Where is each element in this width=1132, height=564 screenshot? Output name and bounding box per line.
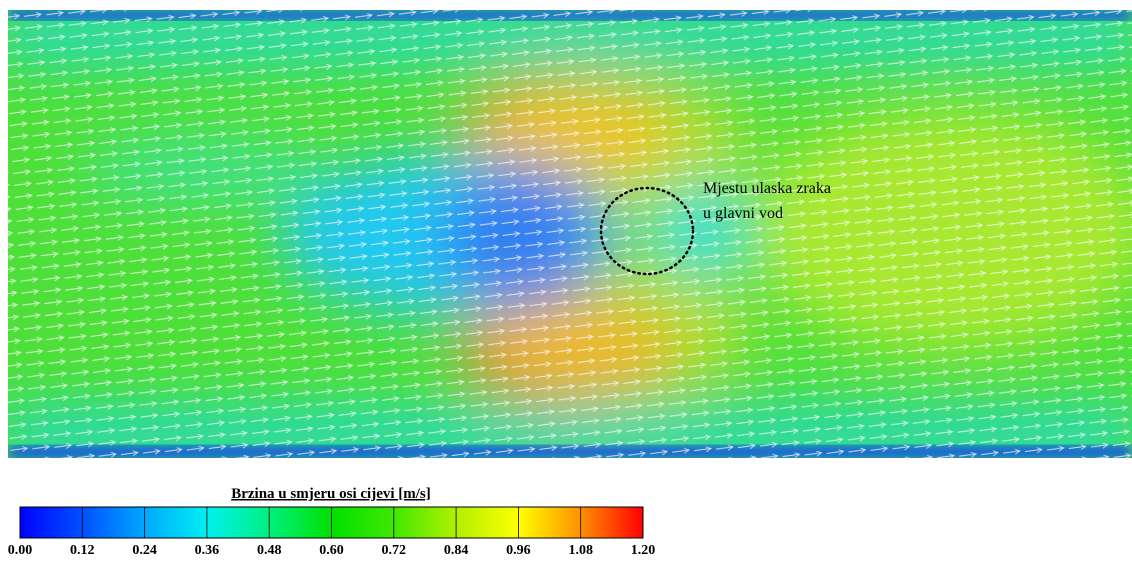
colorbar-tick-label: 0.48 [257,543,282,558]
annotation: u glavni vod [703,205,783,222]
colorbar: 0.00 0.12 0.24 0.36 0.48 0.60 0.72 0.84 0.96 1.08… [8,506,656,558]
colorbar-segment [144,507,207,538]
colorbar-segment [518,507,581,538]
colorbar-segment [269,507,332,538]
colorbar-segment [82,507,145,538]
vector-field [8,10,1132,458]
annotation: Mjestu ulaska zraka [703,180,831,197]
colorbar-tick-label: 0.84 [444,543,469,558]
colorbar-segment [331,507,394,538]
colorbar-tick-label: 1.20 [631,543,656,558]
colorbar-tick-label: 0.60 [319,543,344,558]
colorbar-segment [393,507,457,538]
colorbar-title: Brzina u smjeru osi cijevi [m/s] [231,486,431,502]
colorbar-tick-label: 0.12 [70,543,95,558]
colorbar-tick-label: 0.72 [382,543,407,558]
inlet-marker [599,186,695,276]
colorbar-segment [580,507,643,538]
colorbar-segment [20,507,83,538]
colorbar-tick-label: 1.08 [568,543,593,558]
colorbar-tick-label: 0.96 [506,543,531,558]
colorbar-segment [456,507,519,538]
colorbar-segment [206,507,270,538]
colorbar-tick-label: 0.24 [132,543,157,558]
colorbar-tick-label: 0.00 [8,543,33,558]
colorbar-tick-label: 0.36 [195,543,220,558]
colorbar-frame [19,506,644,539]
